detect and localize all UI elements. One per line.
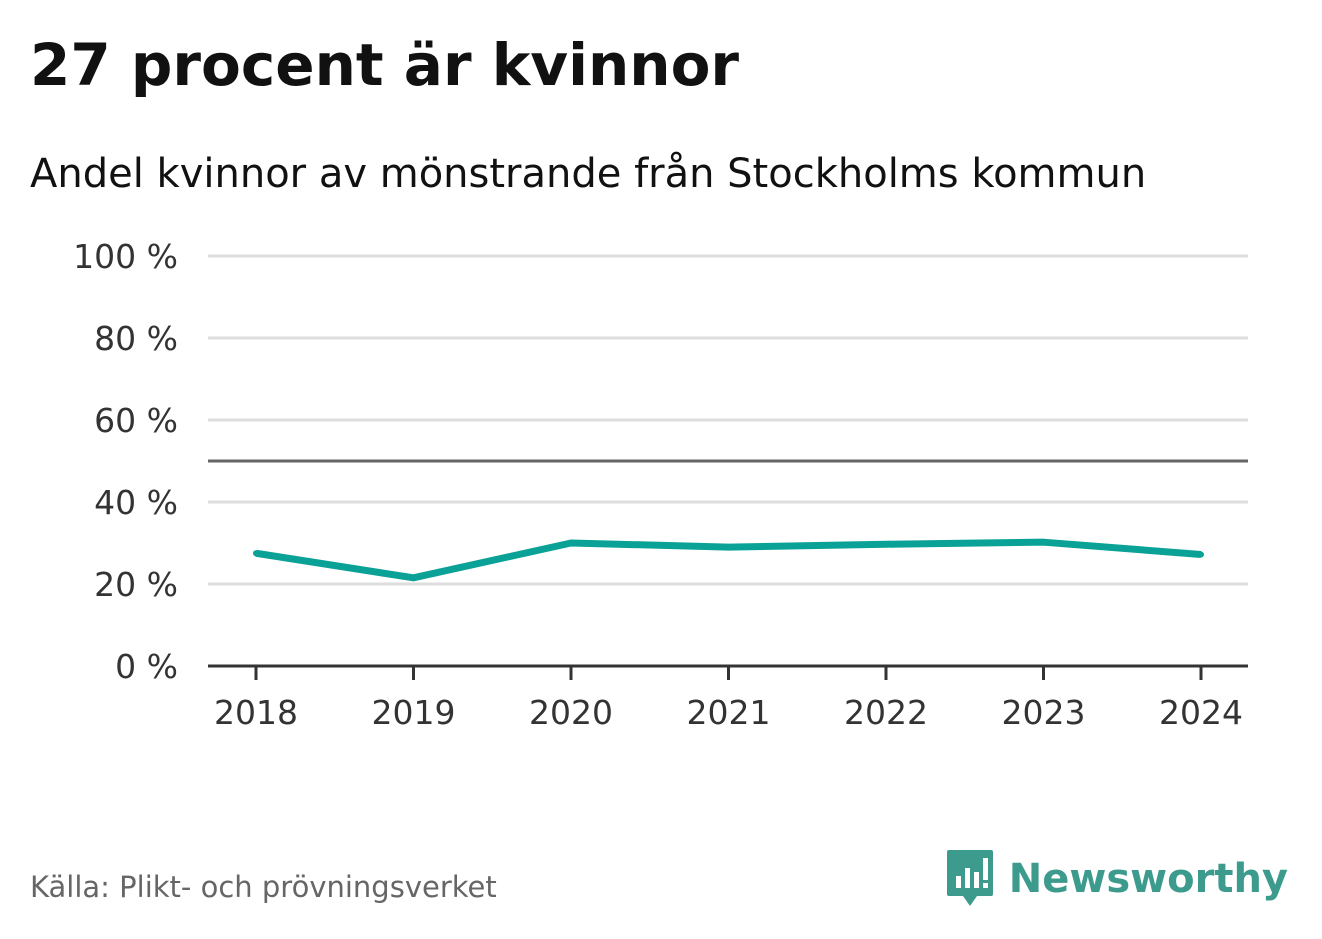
brand-logo: Newsworthy (945, 848, 1288, 910)
data-point (253, 550, 259, 557)
chart-title: 27 procent är kvinnor (30, 31, 740, 99)
y-tick-label: 60 % (94, 401, 178, 440)
x-tick-label: 2024 (1159, 693, 1243, 732)
y-tick-label: 0 % (115, 647, 178, 686)
data-point (568, 540, 574, 546)
data-point (1198, 551, 1204, 558)
data-point (883, 541, 889, 548)
y-tick-label: 20 % (94, 565, 178, 604)
x-tick-label: 2019 (372, 693, 456, 732)
y-tick-label: 80 % (94, 319, 178, 358)
x-tick-label: 2023 (1002, 693, 1086, 732)
x-tick-label: 2021 (687, 693, 771, 732)
data-point (1040, 539, 1047, 546)
newsworthy-icon (946, 850, 993, 906)
y-tick-label: 40 % (94, 483, 178, 522)
data-point (725, 544, 732, 551)
y-tick-label: 100 % (73, 237, 178, 276)
x-tick-label: 2020 (529, 693, 613, 732)
source-text: Källa: Plikt- och prövningsverket (30, 870, 497, 904)
x-tick-label: 2018 (214, 693, 298, 732)
x-tick-label: 2022 (844, 693, 928, 732)
data-point (410, 574, 417, 581)
brand-name: Newsworthy (1008, 856, 1288, 902)
chart-subtitle: Andel kvinnor av mönstrande från Stockho… (30, 151, 1147, 197)
